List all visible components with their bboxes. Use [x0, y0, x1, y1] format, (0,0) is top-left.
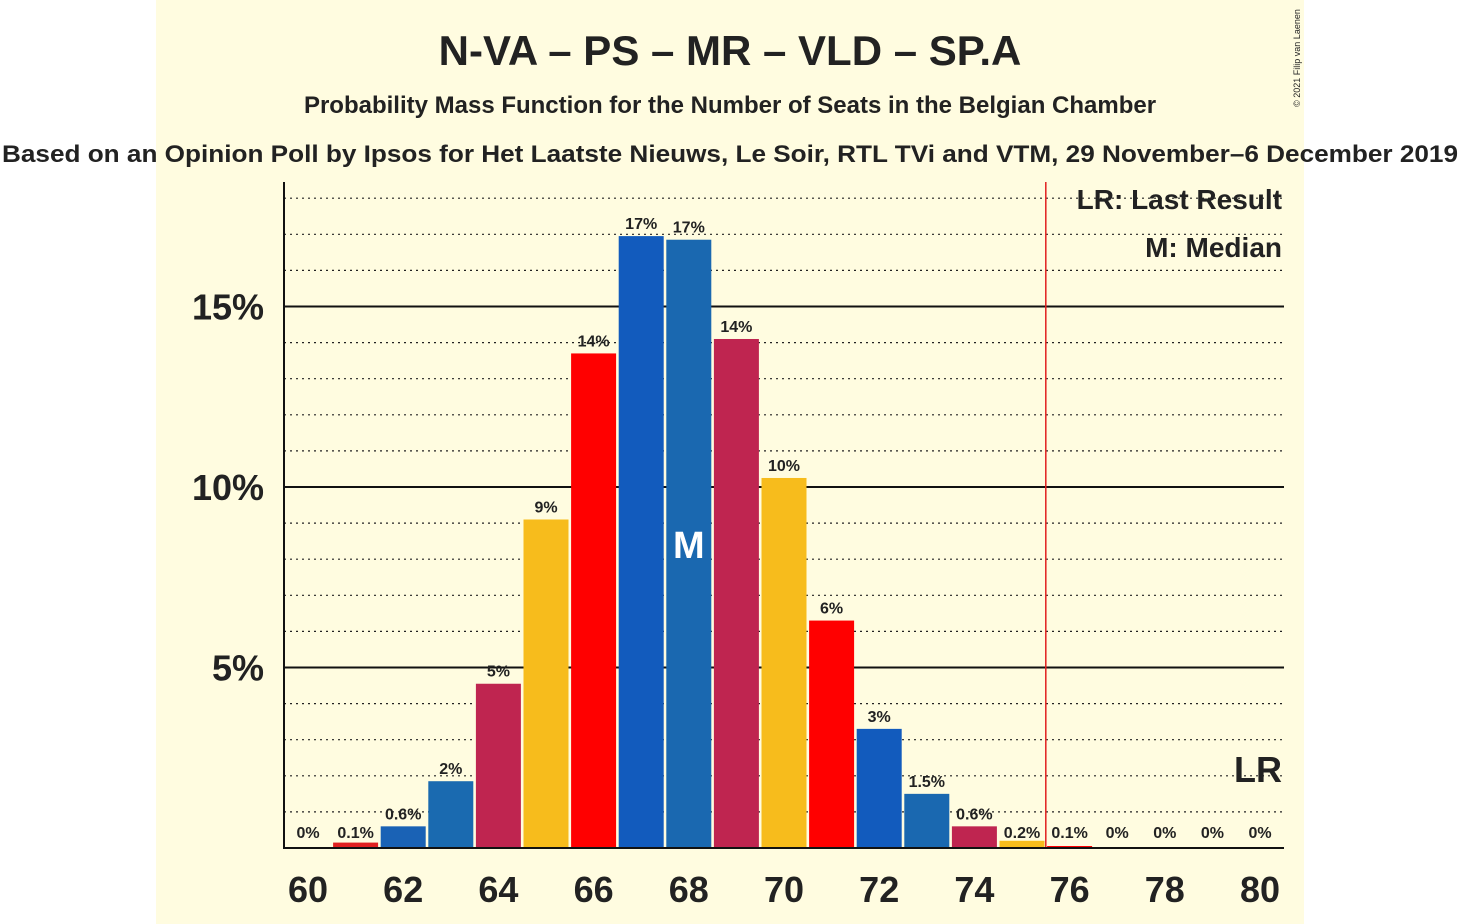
legend-last-result: LR: Last Result [1077, 184, 1282, 215]
bar-seat-71 [809, 620, 855, 848]
chart-subtitle: Probability Mass Function for the Number… [304, 92, 1156, 119]
data-label-seat-75: 0.2% [1004, 825, 1040, 842]
data-label-seat-73: 1.5% [909, 774, 945, 791]
data-label-seat-60: 0% [296, 825, 319, 842]
bar-seat-67 [618, 236, 664, 849]
data-label-seat-64: 5% [487, 664, 510, 681]
data-label-seat-78: 0% [1153, 825, 1176, 842]
data-label-seat-67: 17% [625, 216, 657, 233]
y-tick-label: 15% [192, 287, 264, 328]
x-tick-label: 76 [1050, 869, 1090, 910]
x-tick-label: 62 [383, 869, 423, 910]
data-label-seat-69: 14% [720, 319, 752, 336]
copyright-note: © 2021 Filip van Laenen [1292, 9, 1302, 107]
bar-seat-61 [333, 842, 379, 848]
x-tick-label: 74 [954, 869, 994, 910]
data-label-seat-72: 3% [868, 709, 891, 726]
x-tick-label: 70 [764, 869, 804, 910]
data-label-seat-77: 0% [1106, 825, 1129, 842]
data-label-seat-62: 0.6% [385, 806, 421, 823]
bar-seat-73 [904, 793, 950, 848]
bar-seat-63 [428, 781, 474, 848]
last-result-marker: LR [1234, 749, 1282, 790]
bar-seat-75 [999, 840, 1045, 848]
x-tick-label: 66 [574, 869, 614, 910]
bar-seat-65 [523, 519, 569, 848]
data-label-seat-61: 0.1% [337, 825, 373, 842]
bar-seat-66 [571, 353, 617, 848]
bar-seat-72 [856, 728, 902, 848]
x-tick-label: 68 [669, 869, 709, 910]
legend-median: M: Median [1145, 232, 1282, 263]
bar-seat-69 [713, 338, 759, 848]
x-tick-label: 80 [1240, 869, 1280, 910]
data-label-seat-76: 0.1% [1051, 825, 1087, 842]
x-tick-label: 72 [859, 869, 899, 910]
x-tick-label: 78 [1145, 869, 1185, 910]
data-label-seat-79: 0% [1201, 825, 1224, 842]
data-label-seat-66: 14% [578, 333, 610, 350]
x-tick-label: 64 [478, 869, 518, 910]
bar-seat-62 [380, 826, 426, 848]
data-label-seat-74: 0.6% [956, 806, 992, 823]
bar-seat-74 [951, 826, 997, 848]
data-label-seat-68: 17% [673, 220, 705, 237]
data-label-seat-80: 0% [1248, 825, 1271, 842]
bar-seat-64 [475, 683, 521, 848]
data-label-seat-65: 9% [534, 499, 557, 516]
y-tick-label: 10% [192, 467, 264, 508]
median-marker: M [673, 525, 705, 567]
data-label-seat-70: 10% [768, 458, 800, 475]
bar-seat-68 [666, 239, 712, 849]
chart-source-line: Based on an Opinion Poll by Ipsos for He… [2, 141, 1458, 168]
data-label-seat-71: 6% [820, 601, 843, 618]
x-tick-label: 60 [288, 869, 328, 910]
y-tick-label: 5% [212, 648, 264, 689]
data-label-seat-63: 2% [439, 761, 462, 778]
chart-title: N-VA – PS – MR – VLD – SP.A [439, 27, 1022, 74]
bar-seat-70 [761, 477, 807, 848]
